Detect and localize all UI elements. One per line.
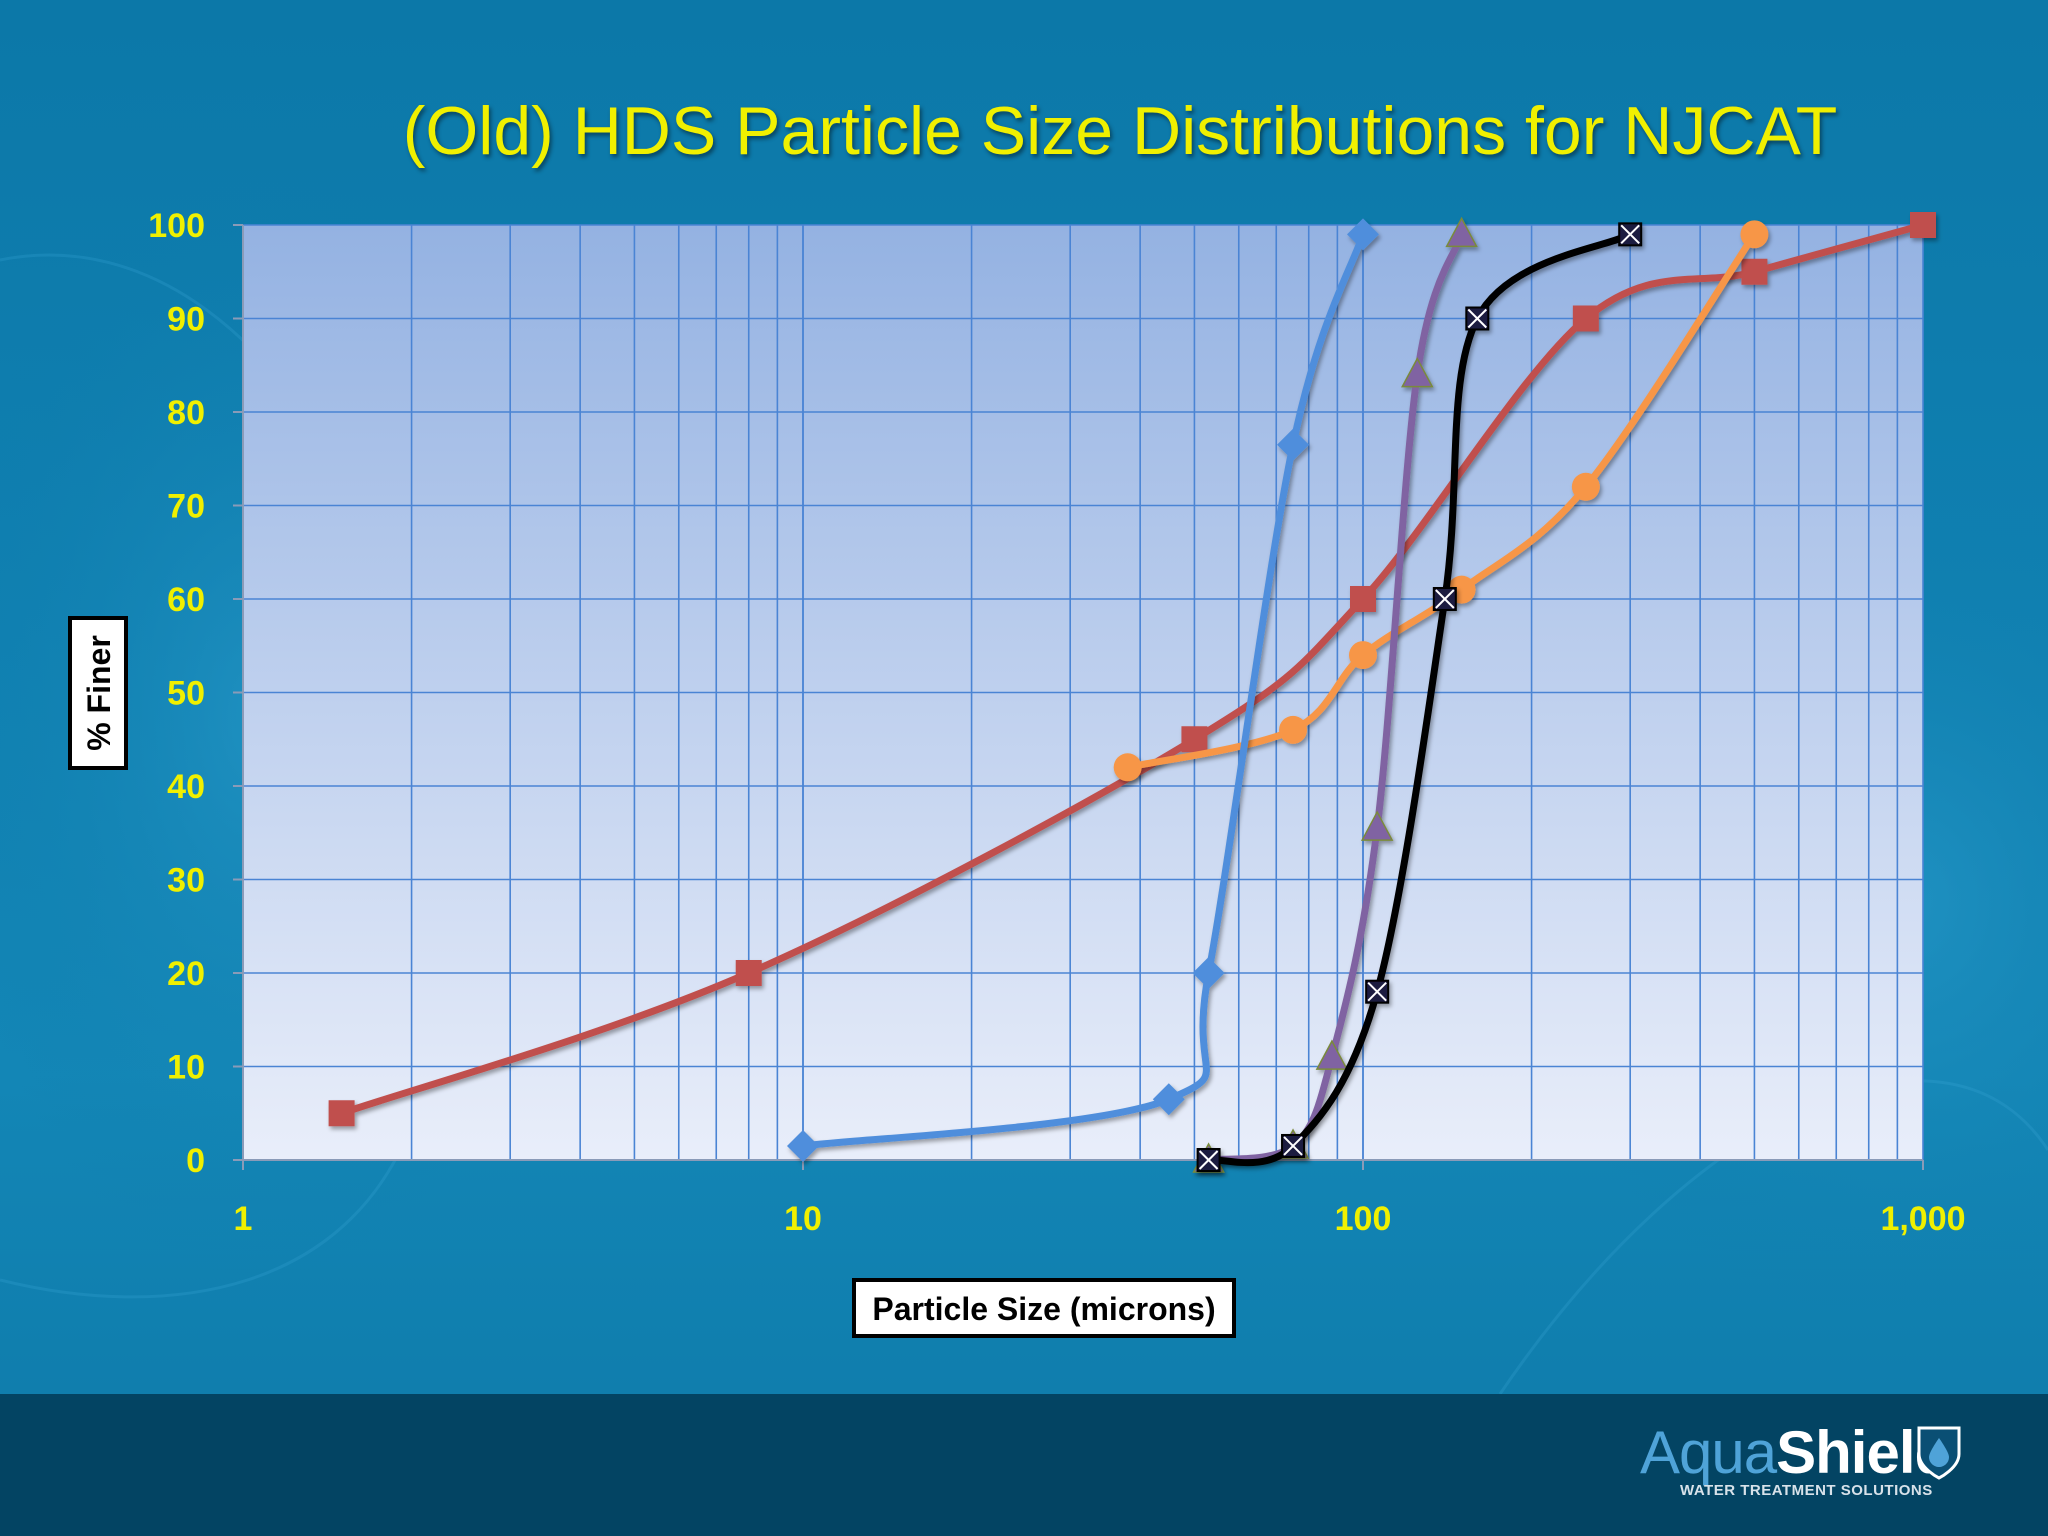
data-point xyxy=(1350,586,1376,612)
data-point xyxy=(1365,979,1390,1004)
data-point xyxy=(328,1100,355,1127)
data-point xyxy=(1113,753,1142,782)
x-tick-label: 10 xyxy=(784,1200,822,1238)
data-point xyxy=(1360,810,1394,841)
y-tick-label: 60 xyxy=(167,581,205,619)
series-0 xyxy=(328,212,1936,1127)
data-point xyxy=(1618,222,1643,247)
x-tick-label: 1 xyxy=(234,1200,253,1238)
logo-word-aqua: Aqua xyxy=(1640,1419,1777,1486)
y-tick-label: 30 xyxy=(167,862,205,900)
data-point xyxy=(1910,212,1936,238)
data-point xyxy=(787,1129,819,1162)
y-tick-label: 40 xyxy=(167,768,205,806)
aquashield-logo: AquaShield WATER TREATMENT SOLUTIONS xyxy=(1640,1418,2020,1508)
data-point xyxy=(1181,726,1208,753)
water-drop-shield-icon xyxy=(1917,1426,1961,1480)
y-tick-label: 20 xyxy=(167,955,205,993)
y-tick-label: 100 xyxy=(148,207,205,245)
data-point xyxy=(1432,587,1457,611)
y-tick-label: 80 xyxy=(167,394,205,432)
data-point xyxy=(1277,428,1310,461)
data-point xyxy=(1740,220,1769,249)
data-point xyxy=(1465,306,1490,331)
y-tick-label: 10 xyxy=(167,1049,205,1087)
slide-title: (Old) HDS Particle Size Distributions fo… xyxy=(402,93,1838,169)
data-point xyxy=(1192,957,1225,989)
y-tick-label: 90 xyxy=(167,301,205,339)
data-point xyxy=(735,960,762,986)
data-point xyxy=(1401,357,1434,388)
data-point xyxy=(1347,218,1379,251)
data-point xyxy=(1196,1148,1221,1172)
data-point xyxy=(1572,305,1599,332)
x-tick-label: 100 xyxy=(1335,1200,1392,1238)
y-tick-label: 0 xyxy=(186,1142,205,1180)
y-tick-label: 70 xyxy=(167,488,205,526)
footer-bar xyxy=(0,1394,2048,1536)
series-2 xyxy=(787,218,1379,1162)
x-axis-label-box: Particle Size (microns) xyxy=(852,1278,1236,1338)
y-axis-label-box: % Finer xyxy=(68,616,128,770)
x-tick-label: 1,000 xyxy=(1880,1200,1965,1238)
series-4 xyxy=(1196,222,1643,1172)
y-tick-label: 50 xyxy=(167,675,205,713)
data-point xyxy=(1349,641,1377,670)
data-point xyxy=(1279,715,1308,744)
data-point xyxy=(1571,472,1600,501)
logo-wordmark: AquaShield xyxy=(1640,1418,1951,1487)
x-axis-label: Particle Size (microns) xyxy=(872,1291,1215,1327)
data-point xyxy=(1281,1133,1306,1158)
data-point xyxy=(1152,1083,1185,1116)
series-line xyxy=(338,221,1927,1117)
y-axis-label: % Finer xyxy=(81,635,117,751)
logo-tagline: WATER TREATMENT SOLUTIONS xyxy=(1680,1482,1933,1499)
data-point xyxy=(1741,258,1768,285)
data-point xyxy=(1315,1039,1349,1070)
data-point xyxy=(1445,216,1478,248)
